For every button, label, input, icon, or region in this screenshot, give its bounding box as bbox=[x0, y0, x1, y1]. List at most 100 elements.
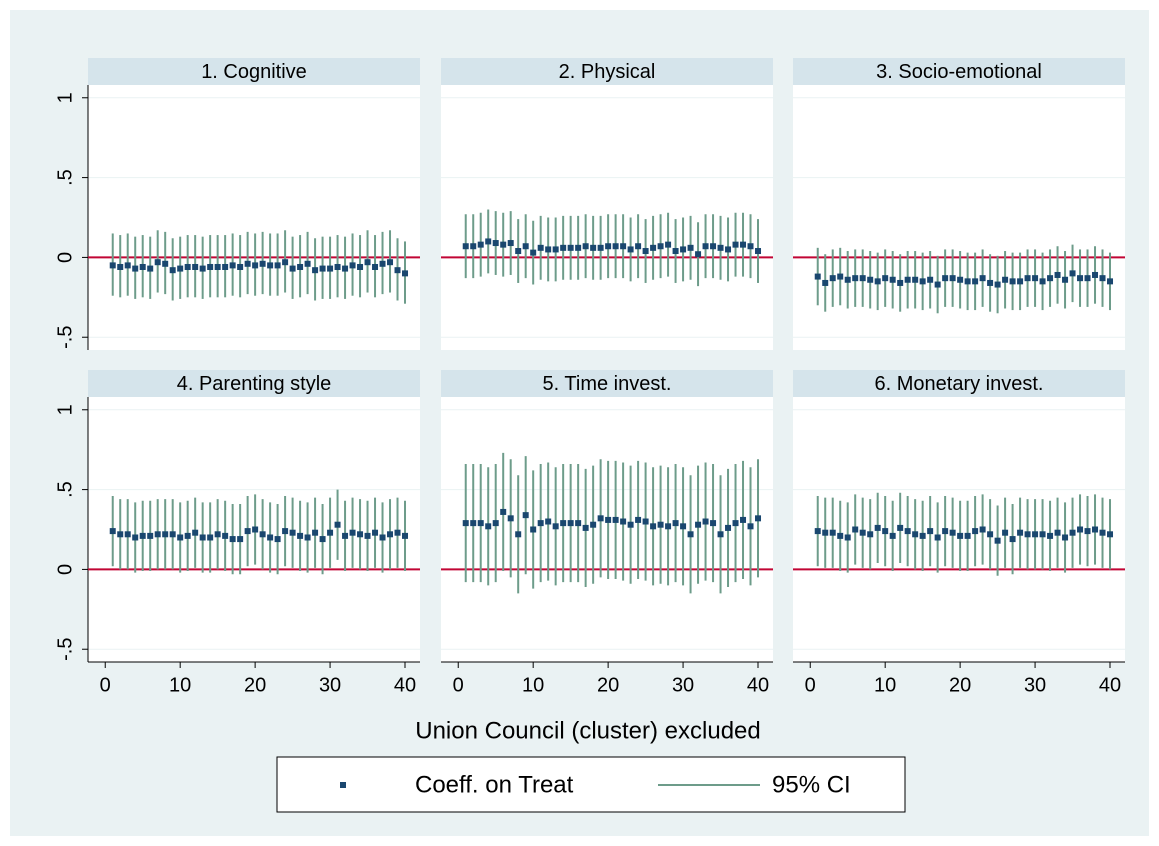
x-tick-label: 30 bbox=[1024, 674, 1046, 696]
coefficient-point bbox=[1054, 529, 1061, 536]
coefficient-point bbox=[867, 276, 874, 283]
coefficient-point bbox=[522, 512, 529, 519]
coefficient-point bbox=[319, 536, 326, 543]
x-tick-label: 10 bbox=[522, 674, 544, 696]
coefficient-point bbox=[650, 523, 657, 530]
x-tick-label: 30 bbox=[672, 674, 694, 696]
coefficient-point bbox=[725, 524, 732, 531]
coefficient-point bbox=[665, 523, 672, 530]
coefficient-point bbox=[537, 244, 544, 251]
coefficient-point bbox=[364, 532, 371, 539]
y-tick-label: 1 bbox=[54, 92, 76, 103]
x-tick-label: 40 bbox=[394, 674, 416, 696]
coefficient-point bbox=[1009, 278, 1016, 285]
coefficient-point bbox=[289, 265, 296, 272]
coefficient-point bbox=[402, 532, 409, 539]
coefficient-point bbox=[117, 263, 124, 270]
coefficient-point bbox=[904, 276, 911, 283]
coefficient-point bbox=[897, 524, 904, 531]
coefficient-point bbox=[567, 520, 574, 527]
x-tick-label: 10 bbox=[169, 674, 191, 696]
coefficient-point bbox=[717, 244, 724, 251]
coefficient-point bbox=[1002, 529, 1009, 536]
x-tick-label: 0 bbox=[453, 674, 464, 696]
strip bbox=[88, 370, 420, 397]
coefficient-point bbox=[259, 531, 266, 538]
coefficient-point bbox=[934, 534, 941, 541]
coefficient-point bbox=[732, 241, 739, 248]
coefficient-point bbox=[1084, 275, 1091, 282]
coefficient-point bbox=[387, 259, 394, 266]
coefficient-point bbox=[462, 243, 469, 250]
coefficient-point bbox=[507, 515, 514, 522]
coefficient-point bbox=[582, 524, 589, 531]
coefficient-point bbox=[1009, 536, 1016, 543]
coefficient-point bbox=[139, 263, 146, 270]
coefficient-point bbox=[882, 275, 889, 282]
coefficient-point bbox=[747, 523, 754, 530]
coefficient-point bbox=[147, 532, 154, 539]
x-tick-label: 30 bbox=[319, 674, 341, 696]
x-tick-label: 10 bbox=[874, 674, 896, 696]
coefficient-point bbox=[1099, 275, 1106, 282]
strip bbox=[441, 58, 773, 85]
coefficient-point bbox=[972, 528, 979, 535]
coefficient-point bbox=[957, 532, 964, 539]
coefficient-point bbox=[169, 267, 176, 274]
coefficient-point bbox=[994, 281, 1001, 288]
coefficient-point bbox=[199, 534, 206, 541]
coefficient-point bbox=[259, 260, 266, 267]
coefficient-point bbox=[844, 276, 851, 283]
coefficient-point bbox=[552, 246, 559, 253]
coefficient-point bbox=[642, 518, 649, 525]
coefficient-point bbox=[349, 262, 356, 269]
strip bbox=[441, 370, 773, 397]
coefficient-point bbox=[687, 531, 694, 538]
coefficient-point bbox=[207, 534, 214, 541]
coefficient-point bbox=[545, 246, 552, 253]
y-tick-label: .5 bbox=[54, 481, 76, 498]
coefficient-point bbox=[747, 243, 754, 250]
strip bbox=[793, 370, 1125, 397]
coefficient-point bbox=[282, 528, 289, 535]
coefficient-point bbox=[695, 521, 702, 528]
coefficient-point bbox=[867, 531, 874, 538]
coefficient-point bbox=[755, 248, 762, 255]
legend-marker bbox=[340, 782, 346, 788]
coefficient-point bbox=[312, 267, 319, 274]
coefficient-point bbox=[357, 531, 364, 538]
coefficient-point bbox=[1032, 531, 1039, 538]
coefficient-point bbox=[740, 241, 747, 248]
coefficient-point bbox=[710, 520, 717, 527]
coefficient-point bbox=[214, 263, 221, 270]
coefficient-point bbox=[672, 248, 679, 255]
coefficient-point bbox=[814, 528, 821, 535]
coefficient-point bbox=[199, 265, 206, 272]
y-tick-label: 0 bbox=[54, 564, 76, 575]
coefficient-point bbox=[500, 508, 507, 515]
x-axis-label: Union Council (cluster) excluded bbox=[415, 717, 761, 744]
coefficient-point bbox=[822, 529, 829, 536]
coefficient-point bbox=[627, 246, 634, 253]
coefficient-point bbox=[1099, 529, 1106, 536]
coefficient-point bbox=[485, 523, 492, 530]
coefficient-point bbox=[852, 275, 859, 282]
coefficient-point bbox=[1039, 278, 1046, 285]
coefficient-point bbox=[372, 529, 379, 536]
coefficient-point bbox=[590, 521, 597, 528]
coefficient-point bbox=[1047, 275, 1054, 282]
coefficient-point bbox=[492, 240, 499, 247]
coefficient-point bbox=[274, 262, 281, 269]
coefficient-point bbox=[184, 532, 191, 539]
coefficient-point bbox=[912, 276, 919, 283]
coefficient-point bbox=[297, 263, 304, 270]
plot-area bbox=[441, 85, 773, 350]
coefficient-point bbox=[844, 534, 851, 541]
coefficient-point bbox=[1069, 529, 1076, 536]
coefficient-point bbox=[545, 518, 552, 525]
coefficient-point bbox=[964, 278, 971, 285]
coefficient-point bbox=[139, 532, 146, 539]
coefficient-point bbox=[852, 526, 859, 533]
coefficient-point bbox=[470, 243, 477, 250]
